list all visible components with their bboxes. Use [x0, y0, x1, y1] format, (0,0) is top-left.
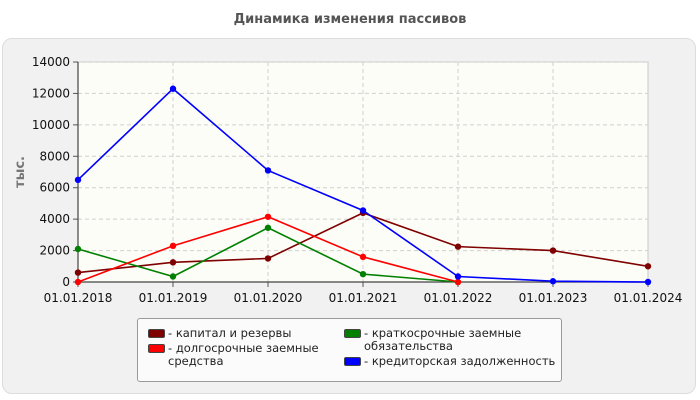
data-point-2	[169, 242, 177, 250]
data-point-2	[359, 253, 367, 261]
legend-item-long-term: - долгосрочные заемные средства	[148, 342, 343, 368]
y-tick-label: 2000	[39, 244, 70, 258]
data-point-1	[74, 245, 82, 253]
data-point-3	[264, 167, 272, 174]
legend-swatch-long-term	[148, 344, 165, 353]
legend-item-short-term: - краткосрочные заемные обязательства	[344, 327, 549, 353]
legend-swatch-payables	[344, 357, 361, 366]
y-tick-label: 8000	[39, 149, 70, 163]
x-tick-label: 01.01.2023	[519, 291, 588, 305]
x-tick-label: 01.01.2022	[424, 291, 493, 305]
legend-label-capital: капитал и резервы	[175, 326, 292, 340]
data-point-0	[454, 243, 462, 250]
y-tick-label: 10000	[32, 118, 70, 132]
data-point-2	[264, 213, 272, 220]
data-point-2	[454, 278, 462, 286]
data-point-0	[264, 255, 272, 262]
tick-labels: 0 2000 4000 6000 8000 10000 12000 14000 01.01.20…	[32, 55, 683, 305]
data-point-3	[549, 278, 557, 285]
chart-legend: - капитал и резервы - долгосрочные заемн…	[137, 318, 562, 382]
data-point-3	[359, 207, 367, 214]
y-tick-label: 14000	[32, 55, 70, 69]
data-point-0	[644, 263, 652, 270]
grid-lines	[78, 61, 648, 282]
legend-label-payables: кредиторская задолженность	[371, 354, 556, 368]
series-lines	[74, 85, 652, 286]
y-tick-label: 0	[62, 275, 70, 289]
chart-title: Динамика изменения пассивов	[233, 12, 467, 27]
data-point-3	[169, 85, 177, 92]
data-point-3	[454, 273, 462, 280]
data-point-2	[74, 278, 82, 286]
x-tick-label: 01.01.2018	[44, 291, 113, 305]
x-tick-label: 01.01.2024	[614, 291, 683, 305]
data-point-1	[169, 273, 177, 280]
y-tick-label: 12000	[32, 86, 70, 100]
data-point-3	[644, 278, 652, 286]
x-tick-label: 01.01.2020	[234, 291, 303, 305]
legend-label-long-term: долгосрочные заемные средства	[168, 341, 319, 368]
legend-item-payables: - кредиторская задолженность	[344, 355, 559, 368]
data-point-0	[169, 259, 177, 266]
x-tick-label: 01.01.2021	[329, 291, 398, 305]
data-point-3	[74, 176, 82, 184]
x-tick-label: 01.01.2019	[139, 291, 208, 305]
data-point-0	[549, 247, 557, 254]
legend-item-capital: - капитал и резервы	[148, 327, 338, 340]
y-tick-label: 6000	[39, 181, 70, 195]
legend-swatch-capital	[148, 329, 165, 338]
legend-swatch-short-term	[344, 329, 361, 338]
data-point-0	[74, 269, 82, 276]
legend-label-short-term: краткосрочные заемные обязательства	[364, 326, 522, 353]
y-tick-label: 4000	[39, 212, 70, 226]
y-axis-label: тыс.	[13, 156, 28, 188]
data-point-1	[264, 224, 272, 231]
data-point-1	[359, 270, 367, 278]
